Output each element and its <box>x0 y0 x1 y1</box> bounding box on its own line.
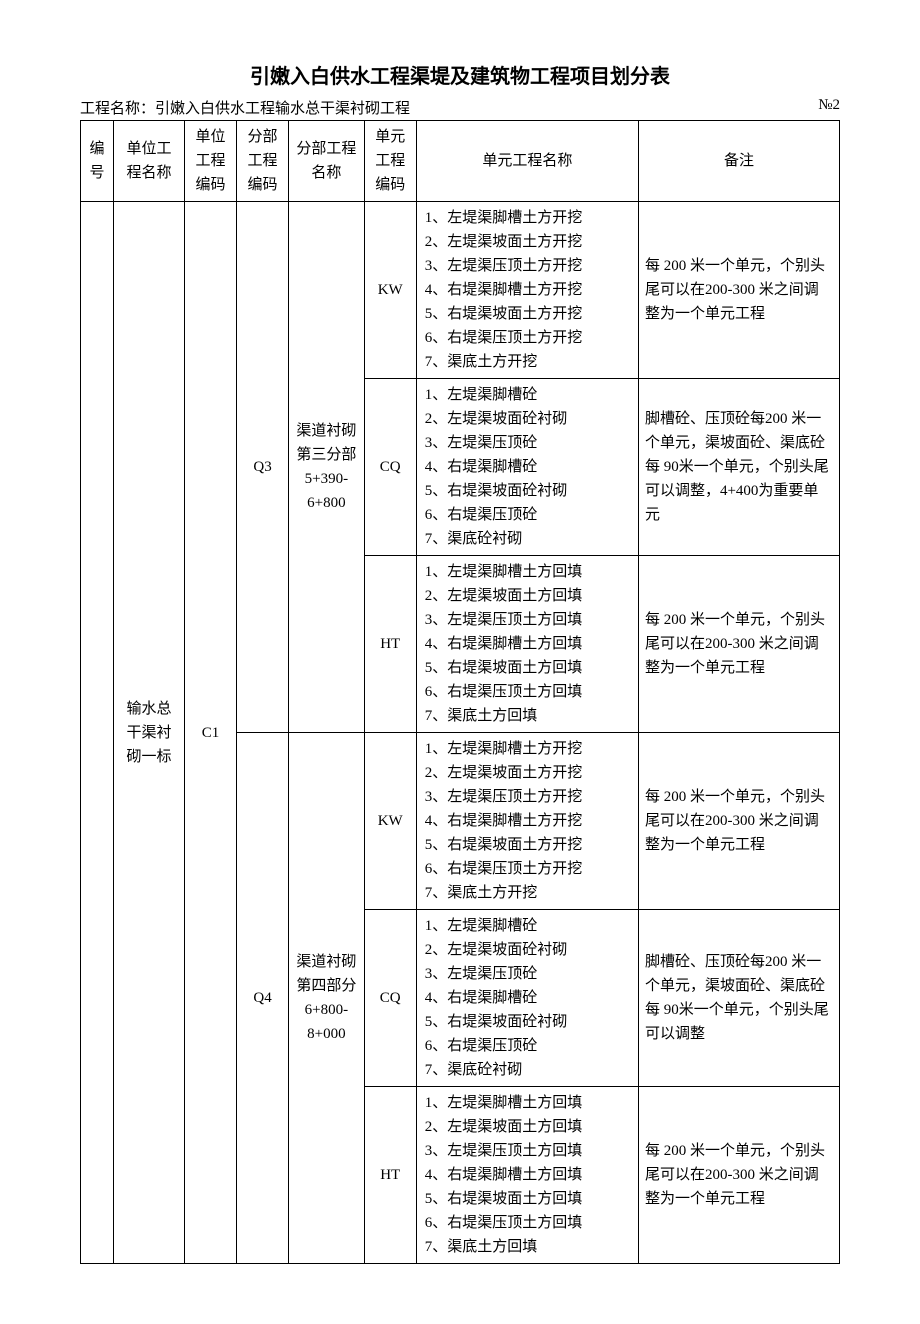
cell-elem-code: KW <box>364 202 416 379</box>
cell-elem-items: 1、左堤渠脚槽土方回填2、左堤渠坡面土方回填3、左堤渠压顶土方回填4、右堤渠脚槽… <box>416 556 638 733</box>
cell-elem-code: HT <box>364 1087 416 1264</box>
cell-elem-code: CQ <box>364 379 416 556</box>
page-number: №2 <box>818 97 840 118</box>
cell-remark: 脚槽砼、压顶砼每200 米一个单元，渠坡面砼、渠底砼每 90米一个单元，个别头尾… <box>638 379 839 556</box>
division-table: 编号 单位工程名称 单位工程编码 分部工程编码 分部工程名称 单元工程编码 单元… <box>80 120 840 1264</box>
cell-unit-code: C1 <box>185 202 237 1264</box>
cell-remark: 每 200 米一个单元，个别头尾可以在200-300 米之间调整为一个单元工程 <box>638 556 839 733</box>
table-row: 输水总干渠衬砌一标C1Q3渠道衬砌第三分部5+390-6+800KW1、左堤渠脚… <box>81 202 840 379</box>
cell-elem-code: KW <box>364 733 416 910</box>
cell-part-code: Q3 <box>237 202 289 733</box>
header-num: 编号 <box>81 121 114 202</box>
cell-elem-items: 1、左堤渠脚槽土方开挖2、左堤渠坡面土方开挖3、左堤渠压顶土方开挖4、右堤渠脚槽… <box>416 202 638 379</box>
header-elem-code: 单元工程编码 <box>364 121 416 202</box>
project-name: 引嫩入白供水工程输水总干渠衬砌工程 <box>155 101 410 117</box>
cell-elem-code: CQ <box>364 910 416 1087</box>
page-title: 引嫩入白供水工程渠堤及建筑物工程项目划分表 <box>80 60 840 89</box>
cell-num <box>81 202 114 1264</box>
header-part-code: 分部工程编码 <box>237 121 289 202</box>
cell-unit-name: 输水总干渠衬砌一标 <box>114 202 185 1264</box>
cell-part-code: Q4 <box>237 733 289 1264</box>
header-part-name: 分部工程名称 <box>289 121 365 202</box>
cell-remark: 每 200 米一个单元，个别头尾可以在200-300 米之间调整为一个单元工程 <box>638 733 839 910</box>
cell-part-name: 渠道衬砌第三分部5+390-6+800 <box>289 202 365 733</box>
cell-elem-items: 1、左堤渠脚槽土方回填2、左堤渠坡面土方回填3、左堤渠压顶土方回填4、右堤渠脚槽… <box>416 1087 638 1264</box>
cell-elem-items: 1、左堤渠脚槽砼2、左堤渠坡面砼衬砌3、左堤渠压顶砼4、右堤渠脚槽砼5、右堤渠坡… <box>416 379 638 556</box>
header-unit-code: 单位工程编码 <box>185 121 237 202</box>
table-header-row: 编号 单位工程名称 单位工程编码 分部工程编码 分部工程名称 单元工程编码 单元… <box>81 121 840 202</box>
cell-elem-code: HT <box>364 556 416 733</box>
project-name-line: 工程名称：引嫩入白供水工程输水总干渠衬砌工程 <box>80 97 410 118</box>
cell-remark: 每 200 米一个单元，个别头尾可以在200-300 米之间调整为一个单元工程 <box>638 1087 839 1264</box>
cell-remark: 每 200 米一个单元，个别头尾可以在200-300 米之间调整为一个单元工程 <box>638 202 839 379</box>
header-elem-name: 单元工程名称 <box>416 121 638 202</box>
cell-elem-items: 1、左堤渠脚槽土方开挖2、左堤渠坡面土方开挖3、左堤渠压顶土方开挖4、右堤渠脚槽… <box>416 733 638 910</box>
cell-remark: 脚槽砼、压顶砼每200 米一个单元，渠坡面砼、渠底砼每 90米一个单元，个别头尾… <box>638 910 839 1087</box>
header-unit-name: 单位工程名称 <box>114 121 185 202</box>
header-remark: 备注 <box>638 121 839 202</box>
table-body: 输水总干渠衬砌一标C1Q3渠道衬砌第三分部5+390-6+800KW1、左堤渠脚… <box>81 202 840 1264</box>
project-label: 工程名称： <box>80 101 155 117</box>
subtitle-row: 工程名称：引嫩入白供水工程输水总干渠衬砌工程 №2 <box>80 97 840 118</box>
cell-part-name: 渠道衬砌第四部分6+800-8+000 <box>289 733 365 1264</box>
cell-elem-items: 1、左堤渠脚槽砼2、左堤渠坡面砼衬砌3、左堤渠压顶砼4、右堤渠脚槽砼5、右堤渠坡… <box>416 910 638 1087</box>
